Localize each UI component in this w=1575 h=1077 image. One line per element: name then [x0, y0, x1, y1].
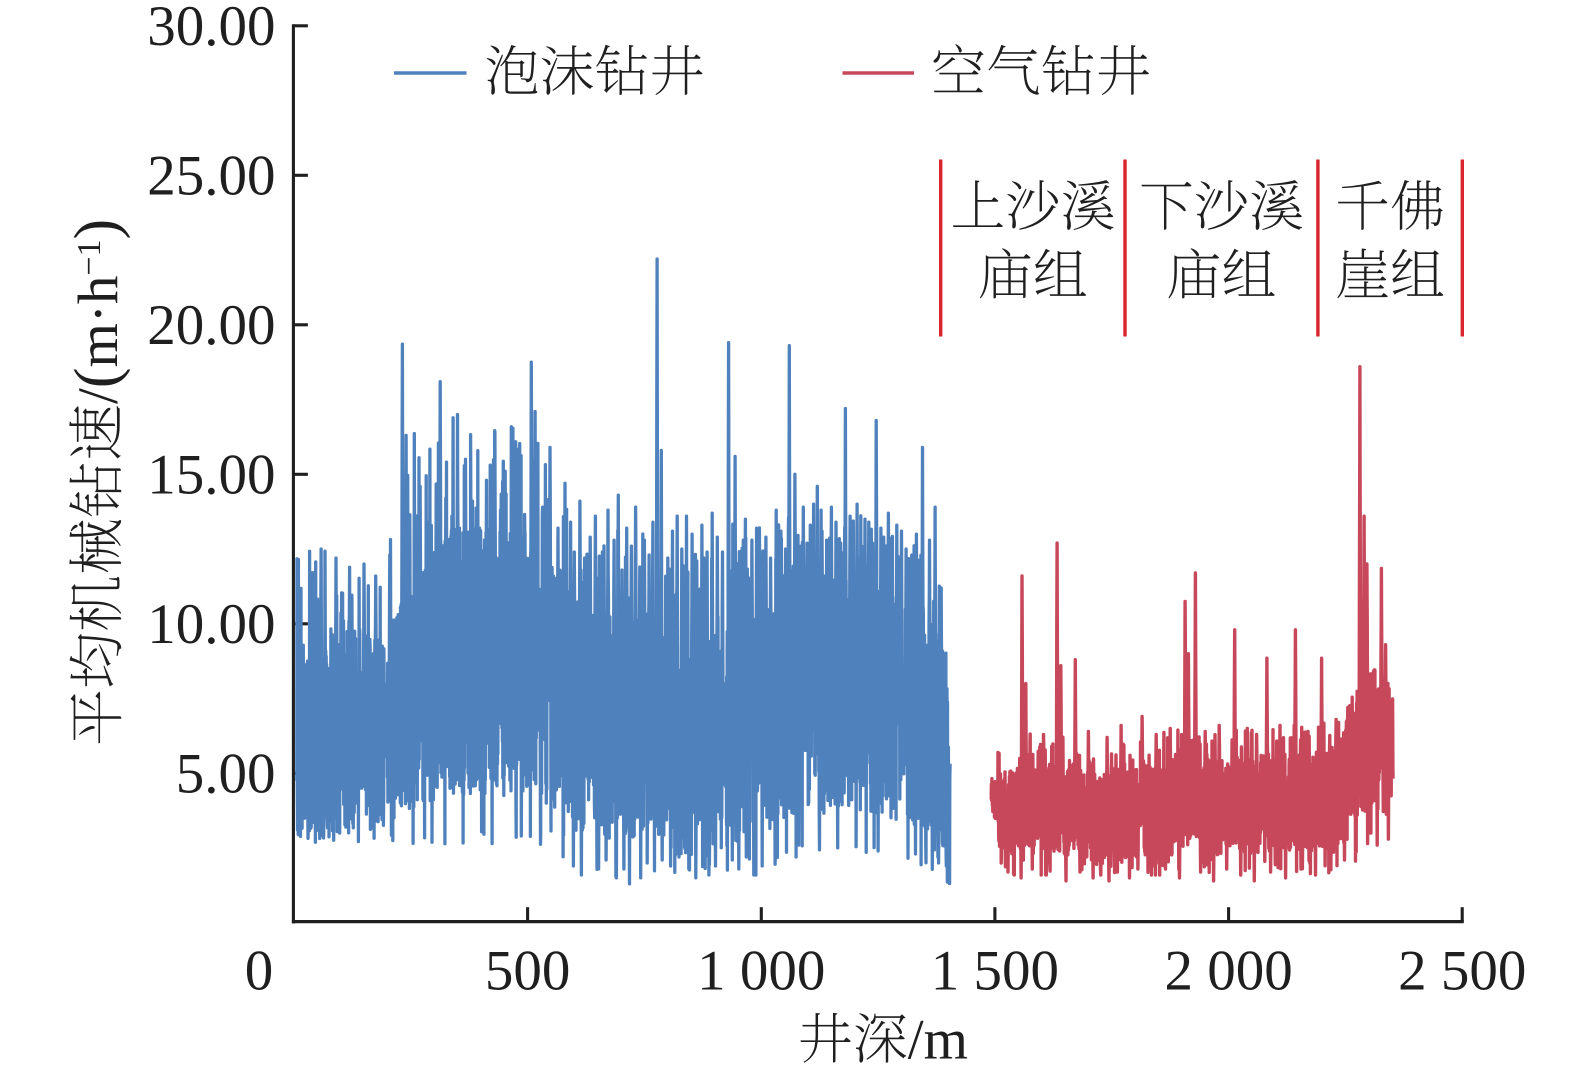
svg-text:0: 0: [245, 940, 274, 1003]
svg-text:2 000: 2 000: [1164, 940, 1292, 1003]
svg-text:10.00: 10.00: [147, 593, 275, 656]
svg-text:2 500: 2 500: [1398, 940, 1526, 1003]
svg-text:/m: /m: [908, 1009, 968, 1072]
svg-text:1 000: 1 000: [697, 940, 825, 1003]
svg-text:5.00: 5.00: [176, 743, 276, 806]
svg-text:15.00: 15.00: [147, 444, 275, 507]
svg-text:1 500: 1 500: [931, 940, 1059, 1003]
svg-text:20.00: 20.00: [147, 294, 275, 357]
svg-text:30.00: 30.00: [147, 0, 275, 58]
svg-text:500: 500: [485, 940, 571, 1003]
svg-text:25.00: 25.00: [147, 145, 275, 208]
